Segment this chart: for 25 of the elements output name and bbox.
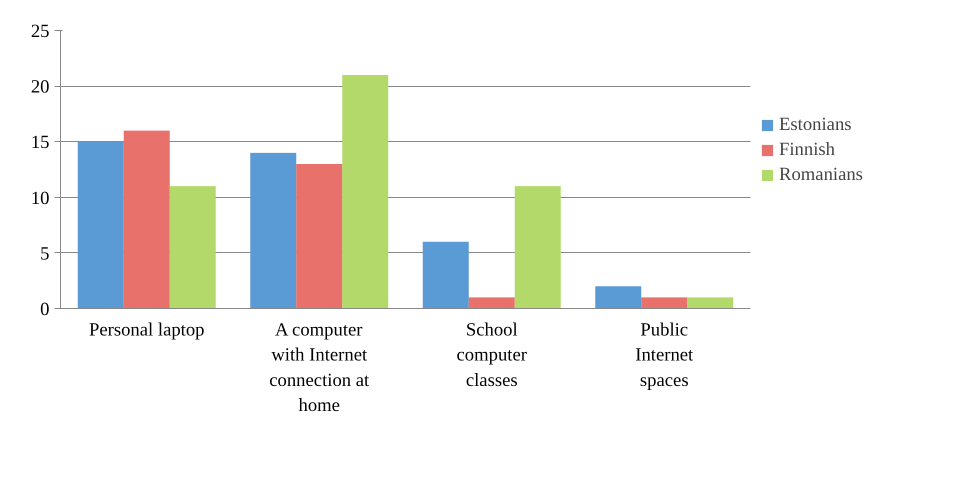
legend-label: Romanians bbox=[779, 164, 863, 186]
bar bbox=[687, 297, 734, 308]
bar bbox=[124, 130, 170, 308]
bar bbox=[595, 286, 642, 308]
bar bbox=[342, 74, 388, 308]
y-tick-label: 0 bbox=[40, 299, 50, 320]
y-tick-label: 5 bbox=[40, 243, 50, 264]
y-tick-label: 10 bbox=[30, 188, 50, 209]
bar bbox=[250, 152, 296, 308]
bar bbox=[641, 297, 688, 308]
bar bbox=[170, 186, 216, 308]
bar bbox=[296, 164, 342, 308]
bar bbox=[422, 242, 469, 308]
y-tick-label: 20 bbox=[30, 76, 50, 98]
x-tick-label: A computer with Internet connection at home bbox=[269, 320, 370, 416]
bar bbox=[78, 142, 124, 308]
legend-label: Finnish bbox=[779, 138, 835, 160]
legend-label: Estonians bbox=[779, 114, 852, 136]
bar bbox=[514, 186, 561, 308]
y-tick-label: 15 bbox=[30, 132, 50, 154]
y-tick-label: 25 bbox=[30, 21, 50, 42]
x-tick-label: Public Internet spaces bbox=[635, 320, 694, 391]
x-tick-label: School computer classes bbox=[456, 320, 528, 391]
bar bbox=[468, 297, 515, 308]
x-tick-label: Personal laptop bbox=[88, 320, 205, 340]
